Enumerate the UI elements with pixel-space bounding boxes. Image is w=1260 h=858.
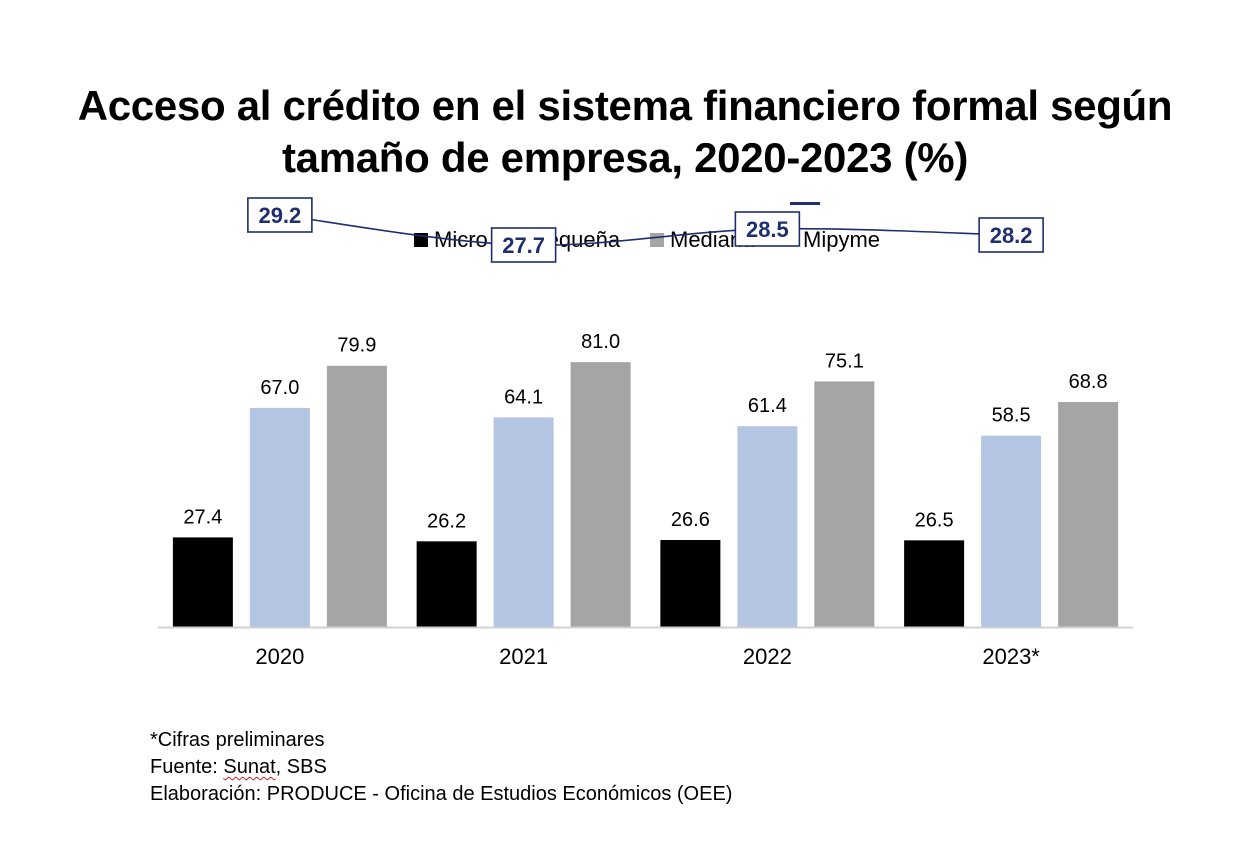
- data-label-pequena-1: 64.1: [504, 386, 543, 408]
- data-label-micro-0: 27.4: [183, 506, 222, 528]
- line-mipyme: [279, 214, 1012, 247]
- chart-plot: 27.4 67.0 79.9 2020 26.2 64.1 81.0 2021 26.6 61.4…: [158, 197, 1133, 669]
- bar-mediana-3: [1058, 402, 1119, 627]
- source-suffix: , SBS: [275, 756, 327, 778]
- bar-pequena-1: [493, 417, 554, 627]
- bar-mediana-1: [570, 362, 631, 627]
- bar-mediana-2: [814, 381, 875, 627]
- data-label-mipyme-0: 29.2: [258, 203, 301, 228]
- data-label-mediana-0: 79.9: [337, 335, 376, 357]
- data-label-box-mipyme-0: [247, 197, 313, 233]
- bar-micro-2: [660, 540, 721, 627]
- source-prefix: Fuente:: [150, 756, 224, 778]
- bar-micro-0: [172, 537, 233, 627]
- data-label-micro-2: 26.6: [671, 509, 710, 531]
- data-label-mipyme-2: 28.5: [746, 217, 789, 242]
- bar-pequena-2: [737, 426, 798, 627]
- legend-item-micro: Micro: [414, 222, 488, 258]
- data-label-box-mipyme-2: [734, 211, 801, 247]
- x-tick-label-0: 2020: [255, 644, 304, 669]
- data-label-mipyme-1: 27.7: [502, 233, 545, 258]
- bar-pequena-0: [249, 407, 310, 627]
- bar-micro-1: [416, 541, 477, 627]
- chart-title: Acceso al crédito en el sistema financie…: [0, 80, 1250, 184]
- bar-mediana-0: [326, 365, 387, 627]
- x-tick-label-2: 2022: [743, 644, 792, 669]
- data-label-box-mipyme-1: [490, 227, 557, 263]
- legend-label-micro: Micro: [434, 227, 488, 252]
- credit-note: Elaboración: PRODUCE - Oficina de Estudi…: [150, 783, 733, 805]
- source-sunat: Sunat: [223, 756, 276, 778]
- x-tick-label-3: 2023*: [982, 644, 1040, 669]
- x-tick-label-1: 2021: [499, 644, 548, 669]
- source-note: Fuente: Sunat, SBS: [150, 754, 732, 781]
- data-label-mediana-1: 81.0: [581, 331, 620, 353]
- bar-pequena-3: [981, 435, 1042, 627]
- data-label-micro-1: 26.2: [427, 510, 466, 532]
- data-label-pequena-2: 61.4: [748, 395, 787, 417]
- data-label-pequena-3: 58.5: [992, 405, 1031, 427]
- bar-micro-3: [904, 540, 965, 627]
- data-label-pequena-0: 67.0: [260, 377, 299, 399]
- legend-swatch-mipyme: [790, 202, 820, 205]
- chart-title-line-2: tamaño de empresa, 2020-2023 (%): [281, 134, 969, 181]
- chart-title-line-1: Acceso al crédito en el sistema financie…: [77, 82, 1173, 129]
- footnote: *Cifras preliminares: [150, 729, 325, 751]
- legend-label-mipyme: Mipyme: [803, 227, 881, 252]
- chart-footer: *Cifras preliminares Fuente: Sunat, SBS …: [150, 727, 732, 808]
- data-label-mediana-2: 75.1: [825, 350, 864, 372]
- legend-item-mipyme: Mipyme: [803, 222, 880, 258]
- data-label-box-mipyme-3: [978, 217, 1044, 253]
- data-label-mediana-3: 68.8: [1069, 371, 1108, 393]
- data-label-micro-3: 26.5: [915, 509, 954, 531]
- data-label-mipyme-3: 28.2: [990, 223, 1033, 248]
